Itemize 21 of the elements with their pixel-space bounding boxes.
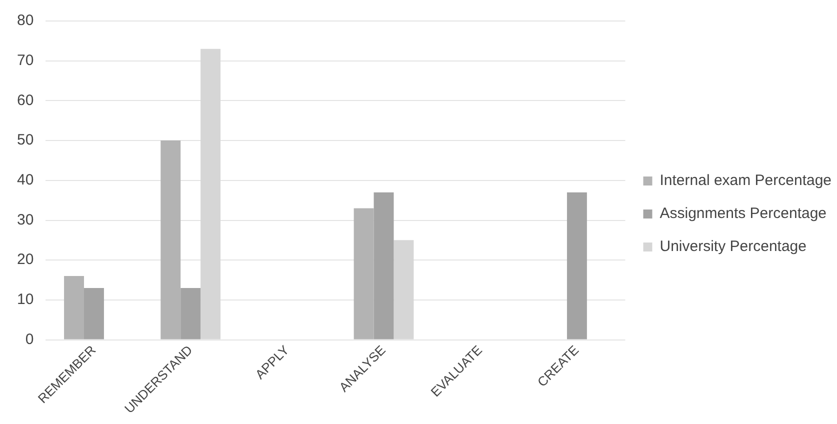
y-tick-label: 80 bbox=[16, 12, 34, 30]
bar bbox=[394, 240, 414, 340]
y-tick-label: 10 bbox=[16, 291, 34, 308]
bar bbox=[180, 288, 201, 340]
y-tick-label: 20 bbox=[16, 251, 34, 268]
bar bbox=[566, 192, 587, 340]
y-tick-label: 40 bbox=[16, 172, 34, 189]
y-tick-label: 50 bbox=[16, 132, 34, 149]
y-tick-label: 0 bbox=[25, 330, 34, 348]
y-tick-label: 30 bbox=[16, 211, 34, 228]
bar bbox=[374, 192, 394, 340]
bar bbox=[354, 208, 374, 340]
legend-label: Internal exam Percentage bbox=[660, 172, 832, 190]
bar bbox=[84, 288, 104, 340]
y-tick-label: 70 bbox=[16, 52, 34, 69]
bar bbox=[64, 276, 84, 340]
bar bbox=[200, 48, 221, 340]
bar bbox=[160, 140, 181, 340]
y-tick-label: 60 bbox=[16, 92, 34, 109]
legend-label: Assignments Percentage bbox=[660, 205, 827, 222]
legend-label: University Percentage bbox=[660, 238, 806, 256]
